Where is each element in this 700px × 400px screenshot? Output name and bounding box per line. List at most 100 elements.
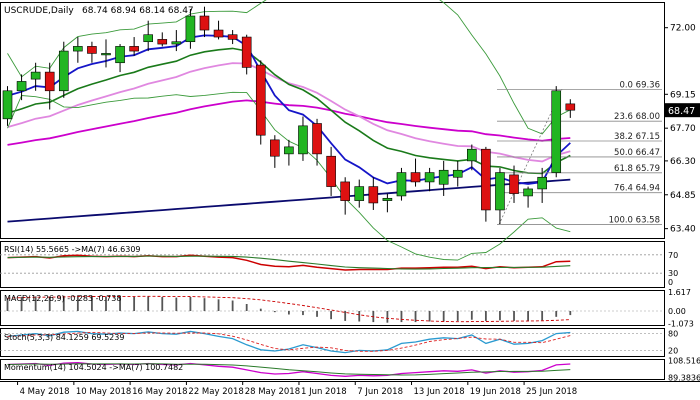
symbol-title: USCRUDE,Daily <box>4 6 74 16</box>
candle-body <box>509 174 519 194</box>
ohlc-values: 68.74 68.94 68.14 68.47 <box>82 6 194 16</box>
candle-body <box>326 155 336 187</box>
fib-level-label: 0.0 69.36 <box>619 80 660 90</box>
candle-body <box>354 186 365 201</box>
candle-body <box>396 172 407 197</box>
stoch-label: Stoch(5,3,3) 84.1259 69.5239 <box>4 333 124 342</box>
candle-body <box>129 46 139 52</box>
candle-body <box>467 148 477 162</box>
candle-body <box>73 46 83 52</box>
price-tick-label: 66.30 <box>670 157 696 167</box>
indicator-layer <box>0 254 664 377</box>
rsi-axis-label: 0 <box>668 278 673 287</box>
ma-slow-line <box>7 62 571 163</box>
macd-signal-line <box>7 295 571 323</box>
macd-label: MACD(12,26,9) -0.283 -0.738 <box>4 294 121 303</box>
bb-upper-line <box>7 0 571 135</box>
price-tick-label: 69.15 <box>670 90 696 100</box>
fib-level-label: 23.6 68.00 <box>614 112 660 122</box>
ma-fast-line <box>7 34 571 185</box>
candle-body <box>312 123 322 155</box>
candle-body <box>30 71 41 80</box>
candle-body <box>199 15 210 31</box>
rsi-panel-frame <box>0 241 665 288</box>
macd-axis-label: 0.00 <box>668 307 686 316</box>
x-tick-label: 28 May 2018 <box>245 387 300 397</box>
price-tick-label: 63.40 <box>670 225 696 235</box>
current-price-label: 68.47 <box>668 106 695 117</box>
x-tick-label: 25 Jun 2018 <box>526 387 577 397</box>
candle-body <box>115 46 125 64</box>
candle-body <box>523 188 533 197</box>
x-tick-label: 7 Jun 2018 <box>357 387 403 397</box>
stoch-d-line <box>7 331 571 352</box>
candle-body <box>2 90 13 120</box>
momentum-label: Momentum(14) 104.5024 ->MA(7) 100.7482 <box>4 363 183 372</box>
momentum-ma-line <box>7 363 571 376</box>
candle-body <box>452 169 463 178</box>
frame-layer <box>0 2 700 382</box>
fib-level-label: 61.8 65.79 <box>614 164 660 174</box>
candle-body <box>270 139 280 157</box>
candle-body <box>438 169 449 185</box>
candle-body <box>495 172 505 211</box>
fib-level-label: 38.2 67.15 <box>614 132 660 142</box>
candle-body <box>87 46 97 54</box>
x-tick-label: 4 May 2018 <box>20 387 70 397</box>
price-panel-frame <box>0 2 665 239</box>
x-tick-label: 22 May 2018 <box>188 387 243 397</box>
macd-axis-label: -1.073 <box>668 320 694 329</box>
candle-body <box>44 71 55 92</box>
rsi-axis-label: 70 <box>668 251 678 260</box>
candle-body <box>298 125 308 155</box>
candle-body <box>213 29 224 38</box>
rsi-ma-line <box>7 255 571 270</box>
ma-long-line <box>7 178 571 223</box>
candle-body <box>58 50 69 92</box>
price-tick-label: 67.70 <box>670 124 696 134</box>
fib-level-label: 100.0 63.58 <box>609 215 660 225</box>
candle-body <box>171 41 182 45</box>
x-tick-label: 19 Jun 2018 <box>470 387 521 397</box>
candle-body <box>101 53 111 56</box>
x-tick-label: 16 May 2018 <box>132 387 187 397</box>
candle-body <box>410 172 421 183</box>
ma-mid-line <box>7 47 571 175</box>
stoch-axis-label: 20 <box>668 346 678 355</box>
candles-layer <box>2 6 576 224</box>
stoch-panel-frame <box>0 328 665 357</box>
price-tick-label: 64.85 <box>670 191 696 201</box>
candle-body <box>255 64 266 136</box>
price-tick-label: 72.00 <box>670 24 696 34</box>
x-tick-label: 13 Jun 2018 <box>414 387 465 397</box>
candle-body <box>241 36 252 68</box>
labels-layer: 0.0 69.36 23.6 68.00 38.2 67.15 50.0 66.47 6… <box>4 6 700 397</box>
candle-body <box>185 15 196 43</box>
fib-level-label: 50.0 66.47 <box>614 148 660 158</box>
x-tick-label: 1 Jun 2018 <box>301 387 347 397</box>
candle-body <box>227 34 238 40</box>
macd-panel-frame <box>0 290 665 326</box>
momentum-axis-label: 108.5160 <box>668 356 700 365</box>
candle-body <box>157 39 168 45</box>
rsi-label: RSI(14) 55.5665 ->MA(7) 46.6309 <box>4 245 141 254</box>
momentum-axis-label: 89.3836 <box>668 374 700 383</box>
x-tick-label: 10 May 2018 <box>76 387 131 397</box>
candle-body <box>382 197 393 201</box>
macd-axis-label: 1.617 <box>668 288 691 297</box>
candle-body <box>340 181 350 201</box>
momentum-panel-frame <box>0 359 665 380</box>
candle-body <box>424 172 435 183</box>
candle-body <box>481 148 491 211</box>
candle-body <box>368 186 379 204</box>
overlay-layer <box>7 0 662 261</box>
fib-level-label: 76.4 64.94 <box>614 184 660 194</box>
rsi-axis-label: 30 <box>668 269 678 278</box>
candle-body <box>16 81 27 92</box>
candle-body <box>284 146 294 155</box>
candle-body <box>537 176 547 190</box>
current-price-box <box>665 103 700 118</box>
candle-body <box>143 34 153 43</box>
